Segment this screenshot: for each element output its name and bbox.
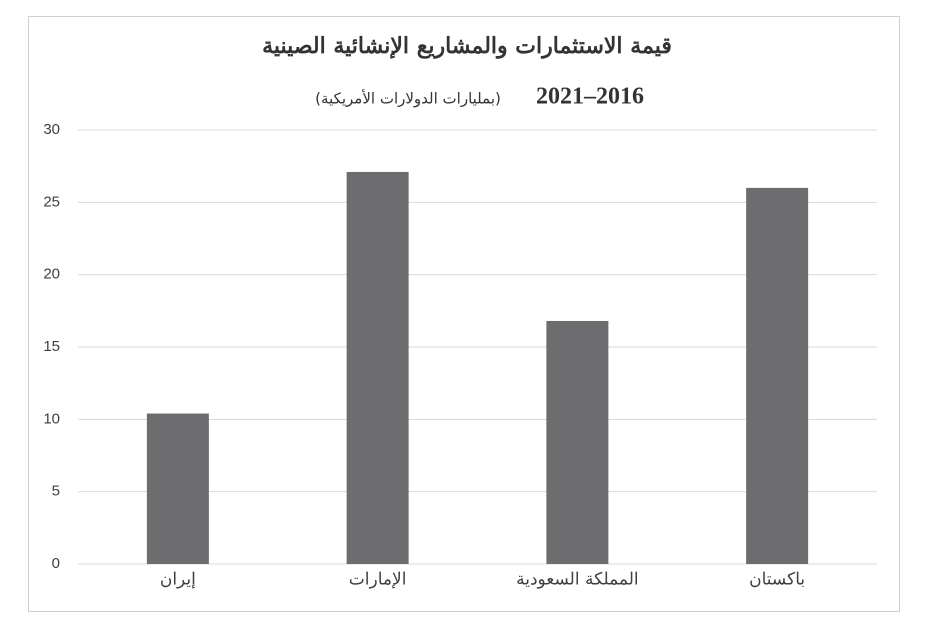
y-tick-label: 10 <box>43 410 60 427</box>
x-tick-label: باكستان <box>749 570 805 590</box>
x-tick-label: الإمارات <box>349 570 407 590</box>
chart-subtitle-units: (بمليارات الدولارات الأمريكية) <box>315 89 501 108</box>
x-tick-label: المملكة السعودية <box>516 570 639 590</box>
bar <box>346 171 409 564</box>
y-tick-label: 5 <box>52 483 60 500</box>
y-tick-label: 15 <box>43 338 60 355</box>
y-tick-label: 30 <box>43 121 60 138</box>
x-tick-label: إيران <box>160 570 196 590</box>
y-tick-label: 25 <box>43 193 60 210</box>
y-tick-label: 0 <box>52 555 60 572</box>
bar <box>546 320 609 564</box>
bar <box>746 187 809 564</box>
y-tick-label: 20 <box>43 266 60 283</box>
chart-subtitle-years: 2021–2016 <box>536 84 644 110</box>
bar <box>146 413 209 564</box>
chart-title: قيمة الاستثمارات والمشاريع الإنشائية الص… <box>262 33 672 60</box>
